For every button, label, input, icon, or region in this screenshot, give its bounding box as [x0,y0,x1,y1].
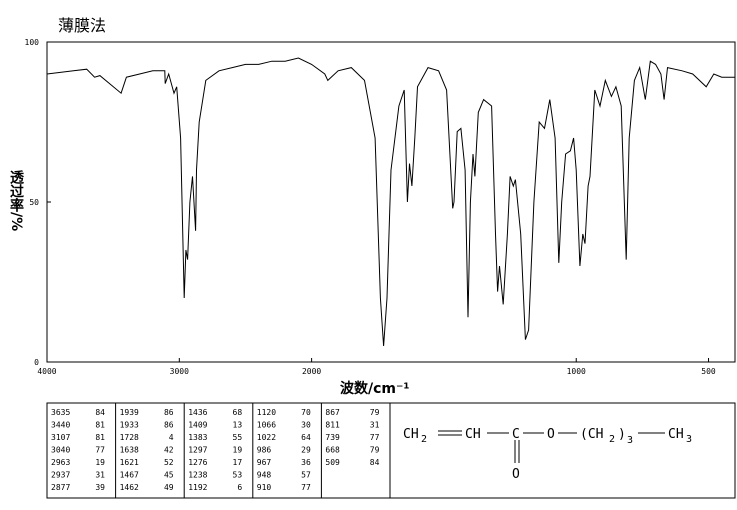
peak-transmittance: 68 [233,408,243,417]
bonds [438,430,665,463]
peak-transmittance: 19 [233,446,243,455]
peak-wavenumber: 1297 [188,446,207,455]
peak-wavenumber: 1621 [120,458,139,467]
peak-transmittance: 81 [95,421,105,430]
y-tick-label: 100 [25,38,40,47]
structure-text: C [512,427,520,442]
peak-transmittance: 79 [370,446,380,455]
peak-wavenumber: 3635 [51,408,70,417]
peak-transmittance: 17 [233,458,243,467]
peak-transmittance: 31 [95,471,105,480]
structure-text: ) [618,427,626,442]
peak-transmittance: 45 [164,471,174,480]
peak-transmittance: 53 [233,471,243,480]
x-tick-label: 3000 [170,367,189,376]
peak-wavenumber: 1939 [120,408,139,417]
peak-wavenumber: 1066 [257,421,276,430]
peak-wavenumber: 1276 [188,458,207,467]
x-tick-label: 1000 [567,367,586,376]
x-tick-label: 2000 [302,367,321,376]
peak-wavenumber: 910 [257,483,272,492]
peak-wavenumber: 1728 [120,433,139,442]
peak-wavenumber: 739 [325,433,340,442]
structure-text: CH [668,427,684,442]
peak-transmittance: 77 [301,483,311,492]
peak-transmittance: 77 [95,446,105,455]
peak-wavenumber: 668 [325,446,340,455]
peak-wavenumber: 986 [257,446,272,455]
peak-transmittance: 84 [95,408,105,417]
peak-wavenumber: 3107 [51,433,70,442]
structure-text: 3 [686,434,692,445]
x-axis-label: 波数/cm⁻¹ [340,380,410,397]
y-tick-label: 50 [29,198,39,207]
structure-text: 2 [609,434,615,445]
peak-wavenumber: 1462 [120,483,139,492]
peak-transmittance: 39 [95,483,105,492]
peak-wavenumber: 1436 [188,408,207,417]
peak-wavenumber: 1638 [120,446,139,455]
peak-wavenumber: 1933 [120,421,139,430]
peak-wavenumber: 1467 [120,471,139,480]
peak-transmittance: 4 [169,433,174,442]
structure-text: O [547,427,555,442]
x-tick-label: 4000 [37,367,56,376]
peak-transmittance: 6 [237,483,242,492]
peak-wavenumber: 867 [325,408,340,417]
peak-wavenumber: 1022 [257,433,276,442]
structure-text: 2 [421,434,427,445]
peak-transmittance: 57 [301,471,311,480]
peak-wavenumber: 2963 [51,458,70,467]
peak-wavenumber: 1120 [257,408,276,417]
y-axis-label: 透过率/% [8,170,24,231]
peak-wavenumber: 3440 [51,421,70,430]
structure-text: (CH [580,427,603,442]
peak-transmittance: 79 [370,408,380,417]
structure-text: O [512,467,520,482]
peak-transmittance: 64 [301,433,311,442]
peak-wavenumber: 2937 [51,471,70,480]
peak-wavenumber: 2877 [51,483,70,492]
peak-wavenumber: 3040 [51,446,70,455]
x-tick-label: 500 [701,367,716,376]
peak-transmittance: 29 [301,446,311,455]
structure-text: 3 [627,435,633,446]
table-frame [46,402,736,499]
chart-title: 薄膜法 [58,16,106,35]
peak-wavenumber: 1238 [188,471,207,480]
peak-transmittance: 86 [164,421,174,430]
spectrum-line [46,57,735,347]
peak-transmittance: 19 [95,458,105,467]
structure-text: CH [403,427,419,442]
structure-text: CH [465,427,481,442]
peak-wavenumber: 1192 [188,483,207,492]
plot-frame [46,41,736,363]
peak-transmittance: 31 [370,421,380,430]
peak-transmittance: 30 [301,421,311,430]
peak-transmittance: 55 [233,433,243,442]
peak-transmittance: 70 [301,408,311,417]
peak-wavenumber: 811 [325,421,340,430]
peak-transmittance: 81 [95,433,105,442]
peak-transmittance: 52 [164,458,174,467]
peak-transmittance: 42 [164,446,174,455]
peak-wavenumber: 1383 [188,433,207,442]
y-tick-label: 0 [34,358,39,367]
peak-wavenumber: 509 [325,458,340,467]
peak-transmittance: 77 [370,433,380,442]
peak-transmittance: 36 [301,458,311,467]
peak-transmittance: 49 [164,483,174,492]
peak-transmittance: 13 [233,421,243,430]
peak-wavenumber: 948 [257,471,272,480]
peak-wavenumber: 1409 [188,421,207,430]
peak-transmittance: 84 [370,458,380,467]
peak-wavenumber: 967 [257,458,272,467]
peak-transmittance: 86 [164,408,174,417]
